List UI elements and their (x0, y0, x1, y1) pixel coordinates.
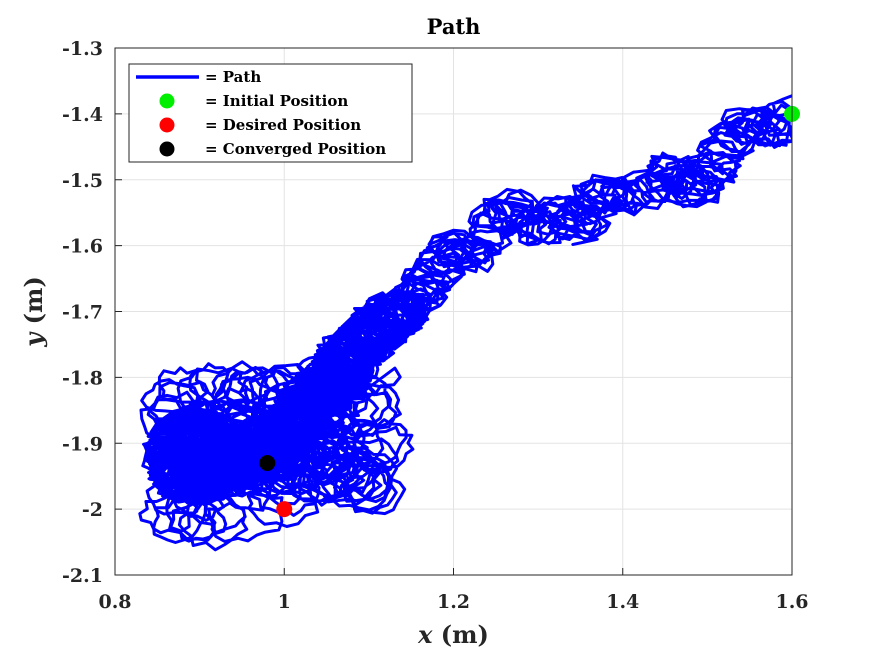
axis-unit: (m) (432, 620, 488, 649)
y-tick-label: -1.5 (62, 170, 103, 192)
y-tick-label: -2 (82, 499, 103, 521)
legend-marker-1 (159, 93, 175, 109)
x-tick-label: 1.2 (437, 591, 470, 613)
path-layer (138, 94, 792, 552)
y-tick-label: -1.8 (62, 367, 103, 389)
legend-marker-2 (159, 117, 175, 133)
legend-label: = Desired Position (205, 116, 361, 134)
y-tick-label: -1.9 (62, 433, 103, 455)
x-tick-label: 0.8 (98, 591, 131, 613)
legend-marker-3 (159, 141, 175, 157)
y-tick-label: -1.7 (62, 302, 103, 324)
legend-label: = Converged Position (205, 140, 386, 158)
x-tick-label: 1.4 (606, 591, 639, 613)
converged-position-marker (259, 455, 276, 472)
y-axis-label: y (m) (19, 276, 48, 347)
y-tick-label: -1.6 (62, 236, 103, 258)
x-axis-label: x (m) (417, 620, 489, 649)
legend-label: = Path (205, 68, 261, 86)
axis-symbol: x (417, 620, 433, 649)
legend: = Path = Initial Position = Desired Positi… (128, 63, 413, 163)
y-tick-label: -1.4 (62, 104, 103, 126)
desired-position-marker (276, 501, 293, 518)
x-tick-label: 1 (278, 591, 291, 613)
y-tick-label: -1.3 (62, 38, 103, 60)
trajectory-path (138, 94, 792, 552)
legend-box (128, 63, 413, 163)
chart-title: Path (427, 14, 481, 39)
ticks: 0.8 1 1.2 1.4 1.6 -1.3 -1.4 -1.5 -1.6 -1.7 -1.8 -1.… (62, 38, 808, 613)
axis-symbol: y (19, 331, 48, 348)
y-tick-label: -2.1 (62, 565, 103, 587)
x-tick-label: 1.6 (775, 591, 808, 613)
legend-label: = Initial Position (205, 92, 348, 110)
axis-unit: (m) (19, 276, 48, 332)
